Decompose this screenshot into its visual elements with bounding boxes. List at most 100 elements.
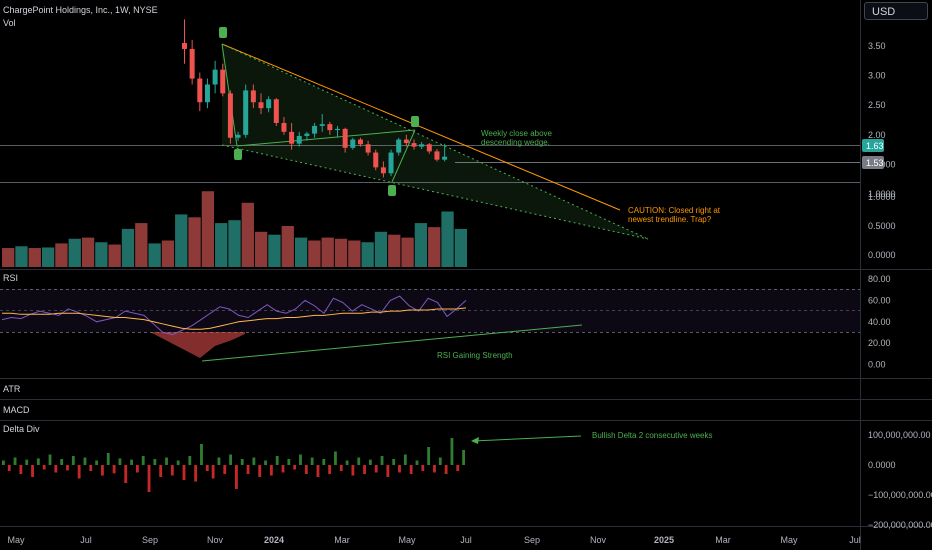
candle-body[interactable] (296, 135, 302, 144)
delta-tick-label: 100,000,000.00 (868, 430, 931, 440)
delta-tick-label: 0.0000 (868, 460, 896, 470)
delta-bar (299, 454, 302, 465)
time-axis[interactable]: May Jul Sep Nov 2024 Mar May Jul Sep Nov 2025 Mar Ma… (7, 535, 860, 545)
candle-body[interactable] (388, 152, 394, 174)
candle-body[interactable] (373, 152, 379, 168)
delta-bar (77, 465, 81, 479)
upper-trendline[interactable] (221, 43, 621, 211)
candle-body[interactable] (396, 139, 402, 153)
delta-bar (421, 465, 425, 471)
candle-body[interactable] (212, 69, 218, 85)
rsi-trendline[interactable] (201, 324, 583, 362)
upper-wedge-line[interactable] (221, 43, 649, 240)
delta-bar (106, 453, 110, 465)
candle-body[interactable] (342, 128, 348, 148)
candle-body[interactable] (319, 124, 325, 126)
volume-bar (254, 231, 268, 267)
rsi-line (1, 295, 467, 336)
candle-body[interactable] (250, 90, 256, 103)
candle-body[interactable] (289, 131, 295, 144)
time-tick-label: May (780, 535, 798, 545)
volume-bar (441, 211, 454, 267)
time-tick-label: May (7, 535, 25, 545)
time-tick-label: Nov (590, 535, 607, 545)
delta-pane-title: Delta Div (3, 424, 40, 434)
time-tick-label: 2025 (654, 535, 674, 545)
volume-bars (2, 191, 467, 267)
volume-bar (374, 231, 388, 267)
time-tick-label: Mar (715, 535, 731, 545)
chart-title: ChargePoint Holdings, Inc., 1W, NYSE (3, 5, 158, 15)
delta-bar (328, 465, 332, 474)
volume-tick-label: 0.5000 (868, 221, 896, 231)
candle-body[interactable] (357, 139, 363, 145)
candle-body[interactable] (266, 99, 272, 109)
candle-body[interactable] (403, 139, 409, 144)
delta-bar (444, 465, 448, 474)
delta-bar (339, 465, 343, 471)
time-tick-label: May (398, 535, 416, 545)
svg-text:1.63: 1.63 (866, 141, 884, 151)
delta-bar (322, 459, 326, 465)
candle-body[interactable] (380, 167, 386, 174)
candle-body[interactable] (197, 78, 203, 103)
delta-axis: 100,000,000.00 0.0000 −100,000,000.00 −200,… (868, 430, 932, 530)
price-axis[interactable]: 3.503.002.502.001.50001.0000 (868, 41, 896, 199)
pivot-marker-high (219, 27, 227, 38)
delta-bar (188, 456, 192, 465)
candlesticks[interactable] (182, 19, 448, 178)
candle-body[interactable] (182, 43, 187, 49)
candle-body[interactable] (419, 144, 425, 147)
delta-bar (176, 460, 180, 465)
pivot-marker-low-1 (234, 149, 242, 160)
volume-bar (281, 226, 294, 267)
macd-pane-title: MACD (3, 405, 30, 415)
delta-bar (392, 459, 396, 465)
candle-body[interactable] (335, 128, 340, 131)
volume-bar (148, 243, 161, 267)
candle-body[interactable] (365, 144, 371, 153)
delta-bar (450, 438, 454, 465)
delta-bar (141, 456, 145, 465)
candle-body[interactable] (411, 143, 417, 147)
rsi-tick-label: 80.00 (868, 274, 891, 284)
candle-body[interactable] (281, 122, 287, 132)
volume-bar (294, 237, 308, 267)
candle-body[interactable] (273, 99, 279, 123)
candle-body[interactable] (227, 93, 233, 138)
delta-arrow-head (471, 437, 479, 444)
delta-bar (275, 456, 279, 465)
delta-arrow-line (472, 435, 582, 442)
currency-button[interactable]: USD (864, 2, 928, 20)
delta-bar (229, 454, 232, 465)
delta-bar (194, 465, 198, 482)
delta-bar (223, 465, 227, 474)
price-tick-label: 2.00 (868, 130, 886, 140)
time-tick-label: Nov (207, 535, 224, 545)
delta-bar (310, 457, 314, 465)
delta-bar (170, 465, 174, 476)
candle-body[interactable] (426, 144, 432, 152)
delta-bar (66, 465, 69, 471)
wave-line-3 (391, 129, 416, 183)
candle-body[interactable] (204, 84, 210, 103)
candle-body[interactable] (312, 125, 318, 134)
delta-bar (357, 457, 361, 465)
descending-wedge[interactable] (219, 27, 649, 240)
delta-bar (334, 451, 337, 465)
volume-bar (268, 234, 281, 267)
candle-body[interactable] (258, 102, 264, 109)
candle-body[interactable] (220, 69, 226, 94)
candle-body[interactable] (304, 133, 310, 136)
candle-body[interactable] (235, 134, 241, 138)
candle-body[interactable] (327, 124, 333, 131)
candle-body[interactable] (442, 156, 448, 160)
delta-tick-label: −100,000,000.00 (868, 490, 932, 500)
candle-body[interactable] (243, 90, 249, 135)
candle-body[interactable] (434, 151, 440, 160)
delta-bar (25, 459, 29, 465)
candle-body[interactable] (189, 48, 195, 79)
candle-body[interactable] (350, 139, 356, 148)
volume-bar (161, 240, 175, 267)
